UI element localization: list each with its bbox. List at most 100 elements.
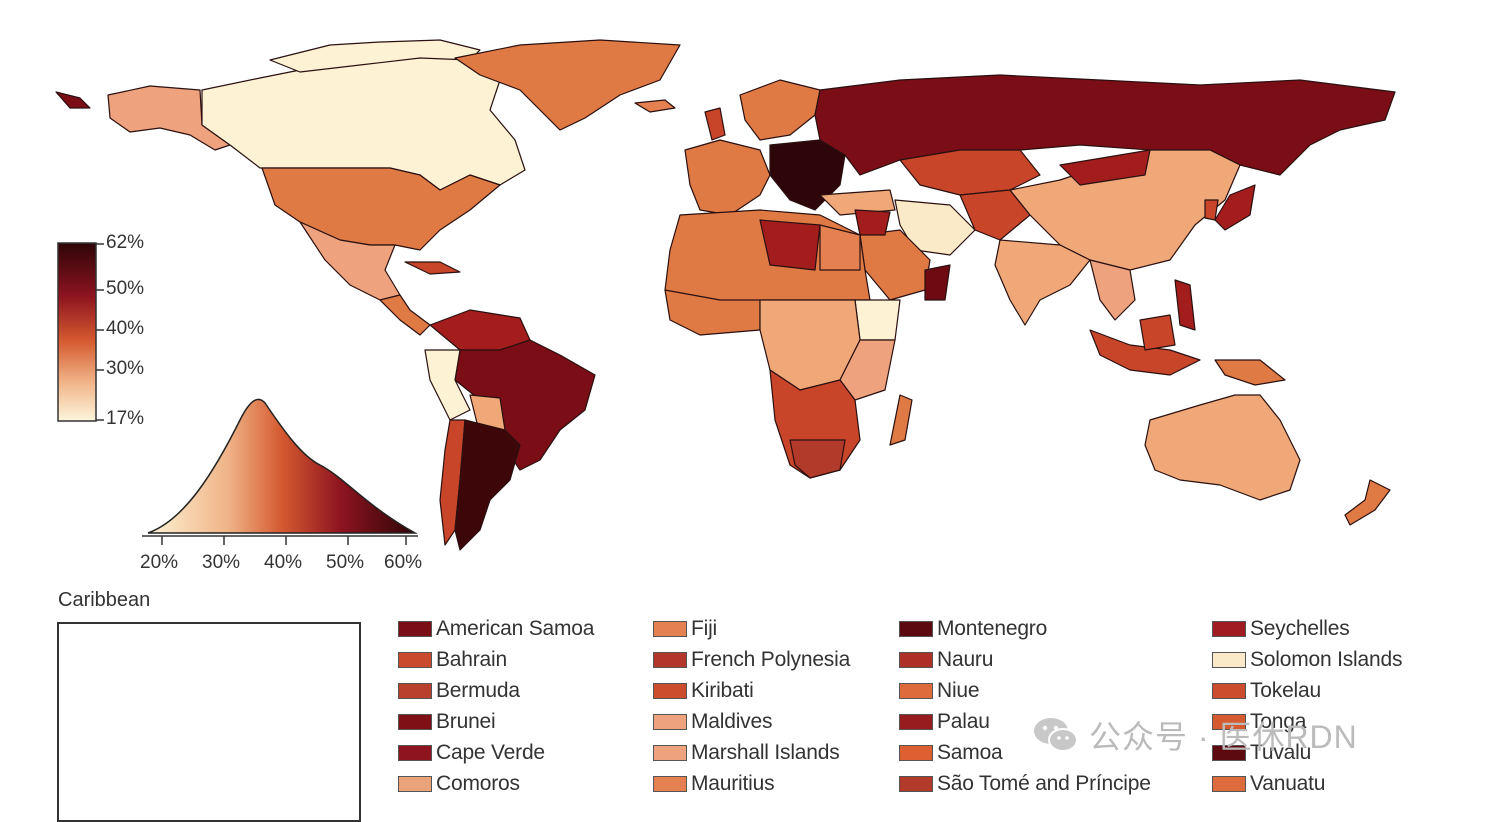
island-legend-item: American Samoa [398,616,594,642]
region-venezuela [429,309,531,351]
region-new-guinea [1214,359,1286,386]
island-color-swatch [899,621,933,637]
island-name: Tonga [1250,710,1307,733]
island-color-swatch [398,621,432,637]
island-legend-item: Tokelau [1212,678,1321,704]
region-caribbean-main [404,261,461,275]
region-australia [1144,394,1301,501]
island-legend-item: Brunei [398,709,496,735]
island-legend-item: Montenegro [899,616,1047,642]
island-legend-item: Tonga [1212,709,1306,735]
region-ethiopia [854,299,901,341]
island-name: Palau [937,710,990,733]
region-oman [924,264,951,301]
island-legend-item: Comoros [398,771,520,797]
island-name: Fiji [691,617,718,640]
scale-label-max: 62% [106,232,145,253]
region-iceland [634,99,676,113]
caribbean-inset [57,622,361,822]
island-color-swatch [899,652,933,668]
island-color-swatch [1212,652,1246,668]
region-kazakhstan [899,149,1041,196]
island-legend-item: Mauritius [653,771,775,797]
island-color-swatch [899,776,933,792]
region-south-africa [789,439,846,479]
island-name: French Polynesia [691,648,851,671]
island-name: American Samoa [436,617,595,640]
island-legend-item: Niue [899,678,980,704]
island-legend-item: São Tomé and Príncipe [899,771,1151,797]
region-mexico [299,221,401,301]
island-name: Cape Verde [436,741,545,764]
island-color-swatch [398,652,432,668]
region-libya [759,219,821,271]
island-color-swatch [899,714,933,730]
region-east-africa [839,339,896,401]
island-legend-item: Nauru [899,647,993,673]
island-color-swatch [653,745,687,761]
density-tick-20: 20% [140,552,179,573]
region-aleutian [55,91,91,109]
scale-bar [57,242,97,422]
island-legend-item: Tuvalu [1212,740,1311,766]
region-scandinavia [739,79,821,141]
density-tick-30: 30% [202,552,241,573]
region-se-asia [1089,259,1136,321]
region-usa [261,167,501,251]
island-color-swatch [899,745,933,761]
island-name: Montenegro [937,617,1048,640]
island-name: Mauritius [691,772,775,795]
scale-label-50: 50% [106,278,145,299]
island-legend-item: Kiribati [653,678,754,704]
scale-ticks [96,243,104,421]
region-japan [1214,184,1256,231]
island-name: Kiribati [691,679,754,702]
region-alaska [107,85,231,151]
region-peru [424,349,471,421]
map-figure: 62% 50% 40% 30% 17% 20% 30% 40% 50% 60% … [55,39,1402,822]
island-name: Vanuatu [1250,772,1326,795]
region-madagascar [889,394,913,446]
island-color-swatch [653,621,687,637]
watermark-text: 公众号 · 医休RDN [1089,719,1358,755]
island-name: Bermuda [436,679,520,702]
island-legend-item: Maldives [653,709,772,735]
island-name: Seychelles [1250,617,1350,640]
island-legend-item: French Polynesia [653,647,850,673]
island-color-swatch [1212,714,1246,730]
region-egypt [819,224,861,271]
density-tick-60: 60% [384,552,423,573]
island-name: Tokelau [1250,679,1321,702]
island-legend-item: Bahrain [398,647,507,673]
island-name: Tuvalu [1250,741,1312,764]
region-new-zealand [1344,479,1391,526]
island-legend-item: Fiji [653,616,717,642]
region-greenland [454,39,681,131]
island-legend-item: Palau [899,709,990,735]
island-name: Bahrain [436,648,507,671]
island-legend-item: Samoa [899,740,1003,766]
island-color-swatch [653,714,687,730]
island-name: Samoa [937,741,1003,764]
region-mongolia [1059,149,1151,186]
region-argentina [454,419,521,551]
density-curve [147,398,418,534]
region-western-europe [684,139,771,216]
island-color-swatch [1212,621,1246,637]
density-axis [142,535,418,545]
island-name: Maldives [691,710,773,733]
island-color-swatch [653,652,687,668]
region-korea [1204,199,1219,221]
region-uk [704,107,726,141]
region-central-asia [959,189,1031,241]
island-color-swatch [1212,683,1246,699]
island-color-swatch [398,776,432,792]
region-turkey [819,189,896,216]
region-central-america [379,294,431,336]
wechat-icon [1034,718,1078,752]
island-color-swatch [653,776,687,792]
scale-label-30: 30% [106,358,145,379]
region-levant [854,209,891,236]
island-legend-item: Vanuatu [1212,771,1325,797]
island-color-swatch [398,683,432,699]
